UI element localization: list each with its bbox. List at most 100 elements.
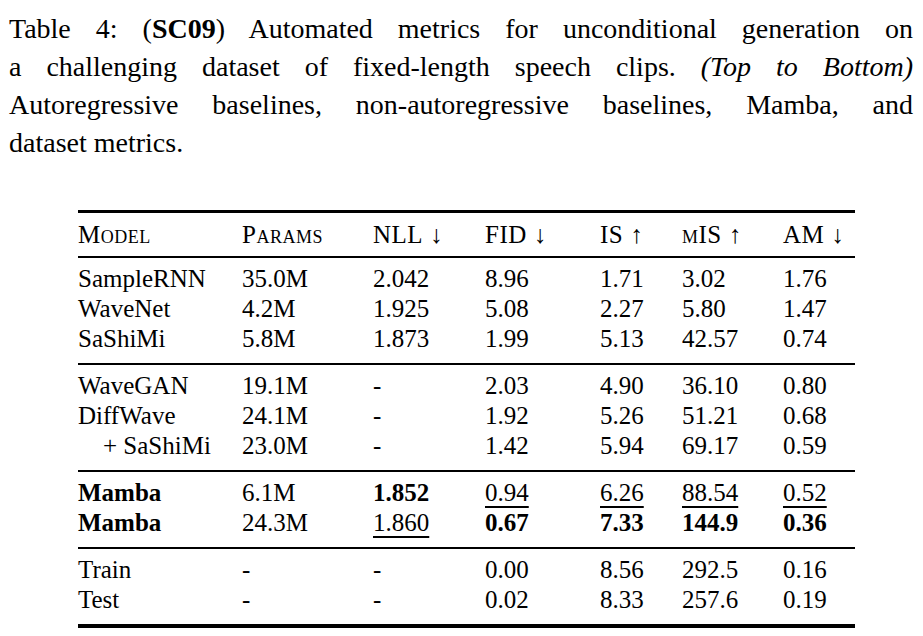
group-dataset-metrics: Train - - 0.00 8.56 292.5 0.16 Test - - …: [78, 549, 855, 624]
col-header-label: IS: [600, 221, 623, 248]
cell-mis: 5.80: [682, 294, 783, 324]
cell-model: Mamba: [78, 508, 242, 538]
cell-fid: 5.08: [485, 294, 600, 324]
caption-line-3: Autoregressive baselines, non-autoregres…: [9, 86, 913, 124]
cell-model: WaveNet: [78, 294, 242, 324]
table-row-diffwave: DiffWave 24.1M - 1.92 5.26 51.21 0.68: [78, 401, 855, 431]
down-arrow-icon: ↓: [430, 221, 443, 248]
cell-nll: -: [373, 401, 485, 431]
table-row-wavenet: WaveNet 4.2M 1.925 5.08 2.27 5.80 1.47: [78, 294, 855, 324]
cell-mis: 144.9: [682, 508, 783, 538]
cell-model: + SaShiMi: [78, 431, 242, 461]
caption-text: ) Automated metrics for unconditional ge…: [216, 13, 913, 44]
cell-params: 24.1M: [242, 401, 373, 431]
cell-am: 0.74: [783, 324, 855, 354]
cell-params: 19.1M: [242, 371, 373, 401]
cell-am: 0.68: [783, 401, 855, 431]
group-non-autoregressive-baselines: WaveGAN 19.1M - 2.03 4.90 36.10 0.80 Dif…: [78, 365, 855, 470]
col-header-nll: NLL ↓: [373, 221, 485, 249]
cell-mis: 42.57: [682, 324, 783, 354]
cell-am: 1.47: [783, 294, 855, 324]
table-row-test: Test - - 0.02 8.33 257.6 0.19: [78, 585, 855, 615]
table-row-diffwave-sashimi: + SaShiMi 23.0M - 1.42 5.94 69.17 0.59: [78, 431, 855, 461]
caption-line-2: a challenging dataset of fixed-length sp…: [9, 48, 913, 86]
cell-model: Test: [78, 585, 242, 615]
cell-fid: 1.42: [485, 431, 600, 461]
col-header-am: AM ↓: [783, 221, 855, 249]
cell-model: Train: [78, 555, 242, 585]
table-row-samplernn: SampleRNN 35.0M 2.042 8.96 1.71 3.02 1.7…: [78, 264, 855, 294]
cell-params: 24.3M: [242, 508, 373, 538]
cell-am: 0.52: [783, 478, 855, 508]
col-header-label: FID: [485, 221, 527, 248]
down-arrow-icon: ↓: [534, 221, 547, 248]
cell-params: -: [242, 585, 373, 615]
cell-nll: 1.925: [373, 294, 485, 324]
col-header-model: Model: [78, 221, 242, 249]
cell-am: 0.36: [783, 508, 855, 538]
caption-line-1: Table 4: (SC09) Automated metrics for un…: [9, 10, 913, 48]
cell-is: 7.33: [600, 508, 682, 538]
cell-nll: -: [373, 555, 485, 585]
cell-fid: 8.96: [485, 264, 600, 294]
col-header-fid: FID ↓: [485, 221, 600, 249]
cell-is: 5.94: [600, 431, 682, 461]
cell-model: DiffWave: [78, 401, 242, 431]
col-header-label: Model: [78, 221, 151, 248]
cell-am: 0.16: [783, 555, 855, 585]
table-caption: Table 4: (SC09) Automated metrics for un…: [0, 0, 923, 162]
cell-mis: 257.6: [682, 585, 783, 615]
caption-bold-sc09: SC09: [152, 13, 216, 44]
cell-nll: -: [373, 371, 485, 401]
caption-text: a challenging dataset of fixed-length sp…: [9, 51, 701, 82]
cell-fid: 1.92: [485, 401, 600, 431]
table-row-wavegan: WaveGAN 19.1M - 2.03 4.90 36.10 0.80: [78, 371, 855, 401]
col-header-label: AM: [783, 221, 824, 248]
group-mamba: Mamba 6.1M 1.852 0.94 6.26 88.54 0.52 Ma…: [78, 472, 855, 547]
cell-model: SampleRNN: [78, 264, 242, 294]
cell-nll: -: [373, 431, 485, 461]
cell-mis: 88.54: [682, 478, 783, 508]
cell-nll: 1.873: [373, 324, 485, 354]
cell-nll: 1.852: [373, 478, 485, 508]
caption-line-4: dataset metrics.: [9, 124, 913, 162]
cell-fid: 0.00: [485, 555, 600, 585]
col-header-label: Params: [242, 221, 323, 248]
cell-is: 1.71: [600, 264, 682, 294]
table-header-row: Model Params NLL ↓ FID ↓ IS↑ mIS ↑ AM ↓: [78, 213, 855, 256]
table-row-sashimi: SaShiMi 5.8M 1.873 1.99 5.13 42.57 0.74: [78, 324, 855, 354]
cell-model: SaShiMi: [78, 324, 242, 354]
cell-fid: 0.94: [485, 478, 600, 508]
cell-params: 5.8M: [242, 324, 373, 354]
cell-mis: 51.21: [682, 401, 783, 431]
cell-nll: 2.042: [373, 264, 485, 294]
cell-fid: 0.02: [485, 585, 600, 615]
cell-is: 2.27: [600, 294, 682, 324]
cell-mis: 36.10: [682, 371, 783, 401]
cell-mis: 292.5: [682, 555, 783, 585]
table-bottom-rule: [78, 624, 855, 628]
col-header-params: Params: [242, 221, 373, 249]
col-header-is: IS↑: [600, 221, 682, 249]
caption-italic-top-to-bottom: (Top to Bottom): [701, 51, 913, 82]
cell-is: 8.56: [600, 555, 682, 585]
cell-params: 23.0M: [242, 431, 373, 461]
cell-params: -: [242, 555, 373, 585]
cell-model: Mamba: [78, 478, 242, 508]
cell-params: 35.0M: [242, 264, 373, 294]
up-arrow-icon: ↑: [729, 221, 742, 248]
table-row-mamba-small: Mamba 6.1M 1.852 0.94 6.26 88.54 0.52: [78, 478, 855, 508]
caption-text: Table 4: (: [9, 13, 152, 44]
down-arrow-icon: ↓: [831, 221, 844, 248]
col-header-label: mIS: [682, 221, 722, 248]
cell-is: 5.26: [600, 401, 682, 431]
paper-page: Table 4: (SC09) Automated metrics for un…: [0, 0, 923, 636]
col-header-label: NLL: [373, 221, 423, 248]
cell-is: 5.13: [600, 324, 682, 354]
cell-am: 0.80: [783, 371, 855, 401]
cell-is: 8.33: [600, 585, 682, 615]
cell-am: 0.59: [783, 431, 855, 461]
cell-fid: 0.67: [485, 508, 600, 538]
cell-is: 6.26: [600, 478, 682, 508]
cell-params: 4.2M: [242, 294, 373, 324]
